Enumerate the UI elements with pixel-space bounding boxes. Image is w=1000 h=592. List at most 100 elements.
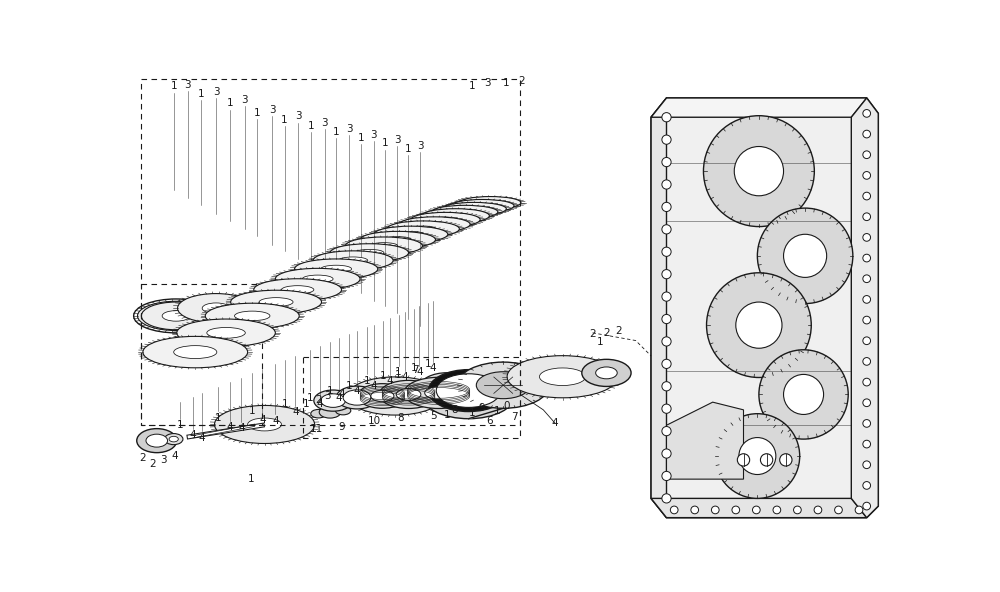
Ellipse shape bbox=[374, 226, 448, 242]
Ellipse shape bbox=[384, 237, 412, 243]
Ellipse shape bbox=[433, 217, 458, 222]
Ellipse shape bbox=[388, 227, 449, 235]
Ellipse shape bbox=[451, 200, 514, 212]
Ellipse shape bbox=[459, 209, 484, 212]
Text: 3: 3 bbox=[417, 141, 423, 151]
Polygon shape bbox=[651, 498, 867, 517]
Text: 1: 1 bbox=[170, 82, 177, 91]
Text: 1: 1 bbox=[249, 406, 256, 416]
Text: 9: 9 bbox=[478, 403, 485, 413]
Ellipse shape bbox=[582, 359, 631, 387]
Ellipse shape bbox=[343, 390, 371, 405]
Bar bbox=[303, 358, 520, 437]
Ellipse shape bbox=[400, 222, 460, 230]
Text: 1: 1 bbox=[333, 127, 339, 137]
Ellipse shape bbox=[329, 262, 363, 266]
Ellipse shape bbox=[294, 269, 365, 278]
Ellipse shape bbox=[330, 244, 409, 262]
Ellipse shape bbox=[162, 311, 190, 321]
Circle shape bbox=[691, 506, 699, 514]
Circle shape bbox=[670, 506, 678, 514]
Text: 1: 1 bbox=[597, 337, 604, 347]
Text: 3: 3 bbox=[321, 118, 328, 128]
Text: 1: 1 bbox=[424, 359, 431, 369]
Ellipse shape bbox=[459, 197, 521, 209]
Circle shape bbox=[662, 471, 671, 481]
Circle shape bbox=[732, 506, 740, 514]
Text: 1: 1 bbox=[346, 381, 353, 391]
Text: 6: 6 bbox=[191, 334, 198, 344]
Circle shape bbox=[773, 506, 781, 514]
Ellipse shape bbox=[164, 433, 183, 445]
Ellipse shape bbox=[396, 388, 421, 400]
Text: 4: 4 bbox=[238, 423, 245, 433]
Text: 1: 1 bbox=[357, 133, 364, 143]
Ellipse shape bbox=[205, 303, 299, 329]
Text: 4: 4 bbox=[172, 451, 179, 461]
Circle shape bbox=[734, 146, 784, 196]
Ellipse shape bbox=[345, 237, 422, 255]
Text: 8: 8 bbox=[398, 413, 404, 423]
Ellipse shape bbox=[177, 319, 275, 347]
Ellipse shape bbox=[201, 318, 282, 329]
Circle shape bbox=[736, 302, 782, 348]
Ellipse shape bbox=[445, 207, 499, 214]
Ellipse shape bbox=[251, 291, 327, 300]
Ellipse shape bbox=[463, 378, 485, 390]
Ellipse shape bbox=[436, 374, 501, 407]
Ellipse shape bbox=[398, 231, 424, 237]
Text: 2: 2 bbox=[589, 329, 596, 339]
Ellipse shape bbox=[321, 265, 352, 273]
Text: 4: 4 bbox=[336, 392, 343, 403]
Ellipse shape bbox=[215, 406, 315, 443]
Ellipse shape bbox=[404, 377, 473, 408]
Circle shape bbox=[855, 506, 863, 514]
Ellipse shape bbox=[355, 249, 384, 256]
Circle shape bbox=[863, 234, 871, 242]
Ellipse shape bbox=[453, 210, 476, 214]
Ellipse shape bbox=[387, 221, 459, 237]
Ellipse shape bbox=[422, 209, 489, 223]
Circle shape bbox=[863, 358, 871, 365]
Ellipse shape bbox=[302, 275, 333, 283]
Text: 3: 3 bbox=[346, 124, 353, 134]
Text: 5: 5 bbox=[232, 331, 239, 341]
Ellipse shape bbox=[220, 321, 263, 326]
Ellipse shape bbox=[462, 207, 486, 211]
Text: 1: 1 bbox=[303, 400, 309, 410]
Circle shape bbox=[863, 254, 871, 262]
Circle shape bbox=[784, 234, 827, 278]
Polygon shape bbox=[851, 98, 878, 517]
Circle shape bbox=[863, 110, 871, 117]
Bar bbox=[141, 284, 262, 425]
Ellipse shape bbox=[432, 379, 462, 395]
Ellipse shape bbox=[379, 381, 438, 408]
Text: 1: 1 bbox=[177, 420, 183, 430]
Ellipse shape bbox=[358, 384, 407, 408]
Ellipse shape bbox=[295, 259, 378, 279]
Text: 1: 1 bbox=[494, 406, 500, 416]
Circle shape bbox=[759, 350, 848, 439]
Ellipse shape bbox=[539, 368, 586, 385]
Text: 4: 4 bbox=[317, 400, 323, 410]
Text: 2: 2 bbox=[149, 459, 155, 469]
Polygon shape bbox=[651, 98, 666, 517]
Circle shape bbox=[863, 378, 871, 386]
Ellipse shape bbox=[348, 377, 443, 415]
Text: 1: 1 bbox=[395, 370, 402, 380]
Text: 1: 1 bbox=[364, 375, 370, 385]
Circle shape bbox=[662, 404, 671, 413]
Circle shape bbox=[863, 420, 871, 427]
Text: 2: 2 bbox=[518, 76, 525, 86]
Text: 2: 2 bbox=[315, 395, 322, 405]
Circle shape bbox=[863, 502, 871, 510]
Ellipse shape bbox=[275, 268, 360, 289]
Circle shape bbox=[780, 453, 792, 466]
Text: 3: 3 bbox=[371, 130, 377, 140]
Ellipse shape bbox=[338, 257, 368, 264]
Circle shape bbox=[863, 316, 871, 324]
Text: 4: 4 bbox=[338, 390, 345, 400]
Ellipse shape bbox=[328, 252, 396, 260]
Text: 1: 1 bbox=[281, 114, 288, 124]
Ellipse shape bbox=[362, 247, 394, 251]
